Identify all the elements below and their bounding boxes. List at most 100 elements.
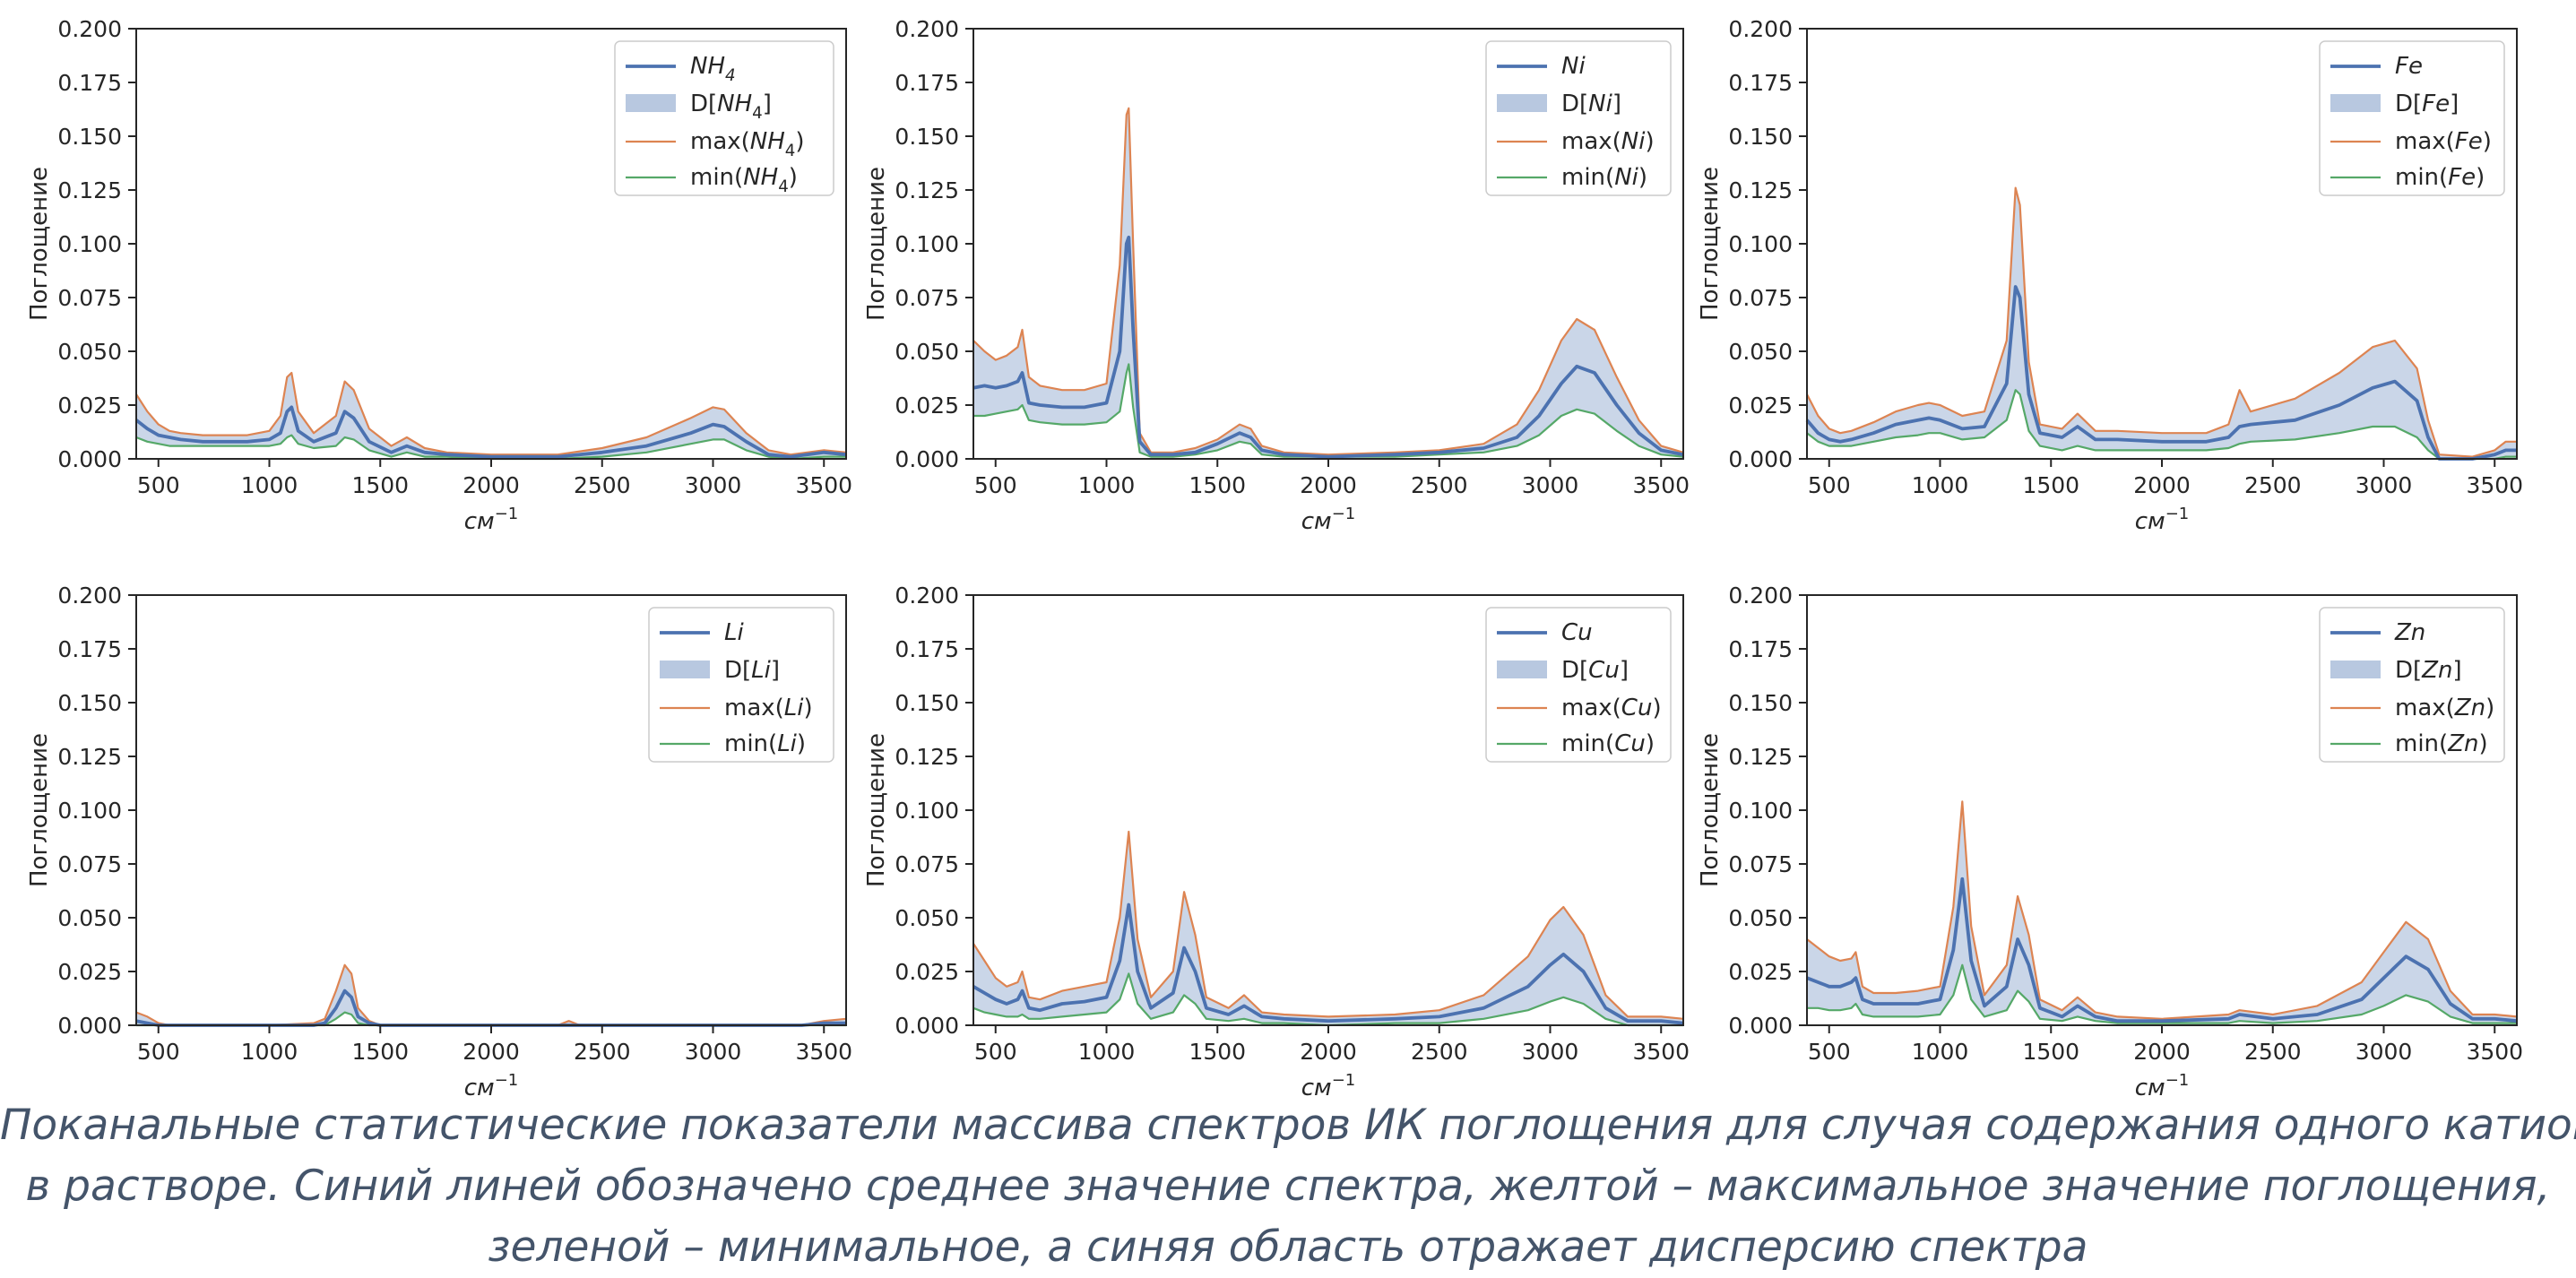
legend-band-handle <box>660 661 710 678</box>
y-tick-label: 0.175 <box>57 636 122 662</box>
max-line <box>135 963 847 1027</box>
x-tick-label: 1000 <box>1912 1039 1969 1065</box>
y-tick-label: 0.025 <box>57 393 122 419</box>
y-tick-label: 0.050 <box>1728 339 1793 365</box>
min-line <box>973 363 1684 458</box>
caption-line-3: зеленой – минимальное, а синяя область о… <box>488 1222 2088 1272</box>
x-tick-label: 500 <box>137 1039 180 1065</box>
legend-box <box>614 40 834 196</box>
y-axis-label: Поглощение <box>1697 167 1724 321</box>
y-tick-label: 0.200 <box>57 16 122 42</box>
dispersion-band <box>136 964 846 1025</box>
y-tick-label: 0.100 <box>57 231 122 257</box>
x-tick-label: 1000 <box>241 472 298 498</box>
charts-svg: 0.000 0.025 0.050 0.075 0.100 0.125 0.150 0.175… <box>26 16 2523 1101</box>
legend-min-label: min(Li) <box>724 730 806 757</box>
y-tick-label: 0.125 <box>1728 177 1793 203</box>
x-axis-label: см−1 <box>1301 505 1355 535</box>
dispersion-band <box>136 373 846 459</box>
y-tick-label: 0.175 <box>1728 70 1793 96</box>
legend-min-label: min(Fe) <box>2395 164 2485 191</box>
y-tick-label: 0.050 <box>895 339 959 365</box>
legend-max-label: max(Fe) <box>2395 128 2492 155</box>
y-tick-label: 0.150 <box>895 124 959 150</box>
dispersion-band <box>973 832 1683 1025</box>
y-axis-label: Поглощение <box>1697 733 1724 887</box>
y-tick-label: 0.125 <box>1728 744 1793 770</box>
x-tick-label: 500 <box>974 472 1017 498</box>
legend-box <box>648 607 834 763</box>
y-tick-label: 0.150 <box>57 690 122 716</box>
legend-min-label: min(Ni) <box>1561 164 1647 191</box>
max-line <box>972 830 1684 1020</box>
x-axis-label: см−1 <box>464 505 518 535</box>
x-tick-label: 1500 <box>351 1039 409 1065</box>
legend-min-label: min(Cu) <box>1561 730 1655 757</box>
y-tick-label: 0.000 <box>1728 446 1793 472</box>
x-tick-label: 3000 <box>1522 472 1579 498</box>
y-tick-label: 0.075 <box>895 851 959 877</box>
min-line <box>1806 389 2517 461</box>
x-tick-label: 2500 <box>574 1039 631 1065</box>
x-tick-label: 1500 <box>1189 1039 1246 1065</box>
x-tick-label: 500 <box>1808 472 1851 498</box>
legend: Li D[Li] max(Li) min(Li) <box>648 607 834 763</box>
legend-band-handle <box>2330 661 2381 678</box>
legend-max-label: max(Li) <box>724 695 813 721</box>
y-tick-label: 0.075 <box>1728 285 1793 311</box>
x-tick-label: 2000 <box>2133 1039 2191 1065</box>
chart-panel-cu: 0.000 0.025 0.050 0.075 0.100 0.125 0.150 0.175… <box>863 583 1690 1101</box>
dispersion-band <box>1807 187 2517 459</box>
y-tick-label: 0.075 <box>57 285 122 311</box>
y-tick-label: 0.175 <box>895 636 959 662</box>
y-tick-label: 0.200 <box>895 16 959 42</box>
x-tick-label: 2500 <box>1411 1039 1468 1065</box>
x-tick-label: 3000 <box>685 1039 742 1065</box>
legend-mean-label: Li <box>724 619 744 646</box>
y-axis-label: Поглощение <box>863 733 890 887</box>
y-tick-label: 0.100 <box>895 231 959 257</box>
y-tick-label: 0.200 <box>1728 583 1793 609</box>
x-tick-label: 1000 <box>1078 472 1136 498</box>
x-tick-label: 1500 <box>1189 472 1246 498</box>
y-tick-label: 0.050 <box>1728 905 1793 931</box>
y-tick-label: 0.100 <box>1728 231 1793 257</box>
x-tick-label: 1500 <box>351 472 409 498</box>
x-tick-label: 2500 <box>574 472 631 498</box>
x-tick-label: 3500 <box>2466 472 2523 498</box>
y-axis-label: Поглощение <box>26 167 53 321</box>
legend-mean-label: Ni <box>1561 53 1586 80</box>
y-tick-label: 0.125 <box>57 177 122 203</box>
legend: Cu D[Cu] max(Cu) min(Cu) <box>1485 607 1672 763</box>
y-tick-label: 0.000 <box>57 446 122 472</box>
y-tick-label: 0.150 <box>57 124 122 150</box>
charts-grid: 0.000 0.025 0.050 0.075 0.100 0.125 0.150 0.175… <box>26 16 2523 1101</box>
x-tick-label: 2500 <box>1411 472 1468 498</box>
x-tick-label: 3500 <box>1632 472 1690 498</box>
x-tick-label: 3500 <box>2466 1039 2523 1065</box>
legend-mean-label: Zn <box>2394 619 2425 646</box>
y-tick-label: 0.025 <box>1728 959 1793 985</box>
y-tick-label: 0.000 <box>895 1013 959 1039</box>
max-line <box>1806 186 2517 458</box>
min-line <box>135 434 846 461</box>
max-line <box>135 371 847 456</box>
legend-band-handle <box>1497 94 1547 112</box>
x-axis-label: см−1 <box>2135 505 2189 535</box>
mean-line <box>135 989 846 1027</box>
chart-panel-ni: 0.000 0.025 0.050 0.075 0.100 0.125 0.150 0.175… <box>863 16 1690 535</box>
min-line <box>136 1011 846 1027</box>
dispersion-band <box>1807 801 2517 1023</box>
legend-band-label: D[Fe] <box>2395 91 2459 117</box>
legend-max-label: max(Cu) <box>1561 695 1662 721</box>
x-tick-label: 3500 <box>1632 1039 1690 1065</box>
legend-band-label: D[Zn] <box>2395 657 2462 684</box>
x-tick-label: 2500 <box>2244 1039 2302 1065</box>
y-tick-label: 0.025 <box>895 393 959 419</box>
legend: Ni D[Ni] max(Ni) min(Ni) <box>1485 40 1672 196</box>
x-tick-label: 2000 <box>2133 472 2191 498</box>
mean-line <box>972 902 1684 1025</box>
y-tick-label: 0.000 <box>57 1013 122 1039</box>
legend-mean-label: Cu <box>1561 619 1593 646</box>
